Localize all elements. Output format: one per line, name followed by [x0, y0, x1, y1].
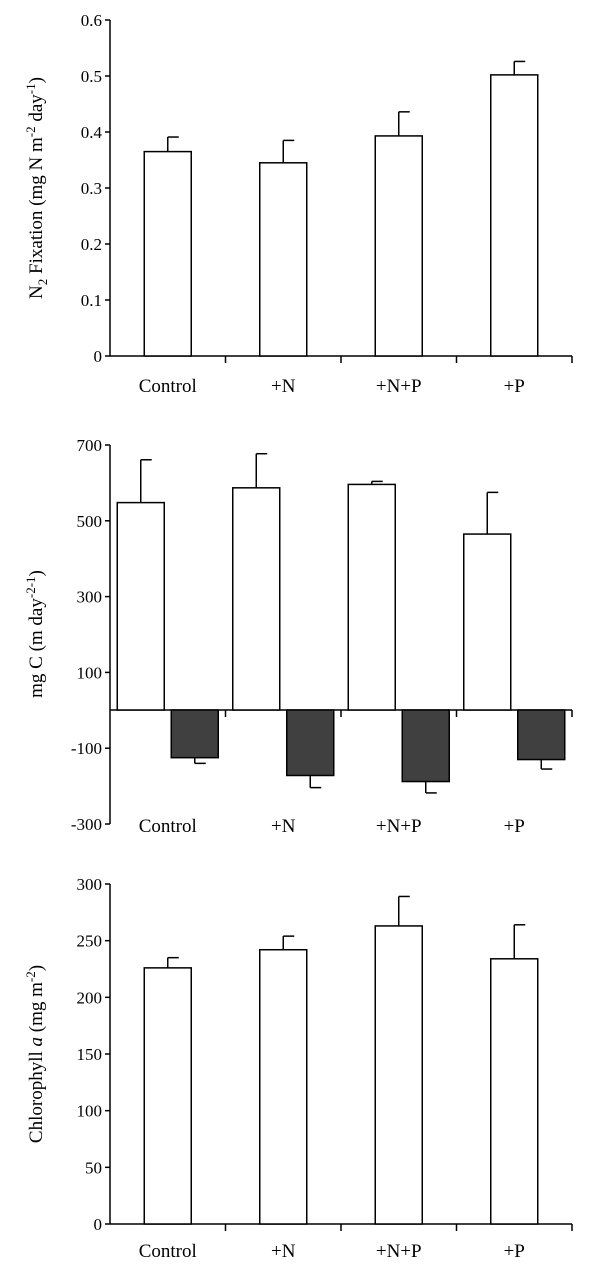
bar-Control-s2 [170, 709, 219, 759]
bar-+N-s2 [286, 709, 335, 777]
y-tick-label: 500 [77, 512, 103, 531]
y-axis-title-part: mg C (m [26, 630, 47, 698]
x-category-label: +N+P [376, 1241, 422, 1262]
y-axis-title-part: -2 [23, 971, 38, 982]
y-tick-label: 100 [77, 1102, 103, 1121]
y-axis-title-part: N [26, 285, 47, 299]
x-category-label: +N [271, 376, 296, 397]
y-tick-label: 50 [85, 1158, 102, 1177]
y-axis-title-part: ) [26, 570, 47, 576]
y-axis-title-part: day [26, 598, 47, 631]
x-category-label: +P [504, 816, 525, 837]
y-axis-title-part: Fixation (mg N m [26, 137, 47, 279]
y-axis-title-part: Chlorophyll [26, 1046, 47, 1143]
bar-+N+P-s1 [347, 483, 396, 711]
x-category-label: +N+P [376, 376, 422, 397]
bar-Control-s1 [143, 967, 192, 1225]
y-axis-title-part: ) [26, 77, 47, 83]
y-axis-title: mg C (m day-2-1) [23, 570, 47, 698]
y-tick-label: 250 [77, 932, 103, 951]
y-tick-label: 100 [77, 663, 103, 682]
y-tick-label: 700 [77, 436, 103, 455]
y-axis-title-part: a [26, 1037, 47, 1047]
x-category-label: Control [139, 376, 197, 397]
y-tick-label: 0.5 [81, 67, 102, 86]
y-axis-title-part: ) [26, 965, 47, 971]
bar-Control-s1 [116, 501, 165, 711]
y-axis-title: N2 Fixation (mg N m-2 day-1) [23, 77, 50, 299]
y-tick-label: 0.2 [81, 235, 102, 254]
y-axis-title: Chlorophyll a (mg m-2) [23, 965, 47, 1143]
bar-+P-s2 [517, 709, 566, 761]
y-tick-label: 0.1 [81, 291, 102, 310]
bar-+P-s1 [463, 533, 512, 711]
y-axis-title-part: day [26, 94, 47, 127]
x-category-label: Control [139, 816, 197, 837]
x-category-label: +N [271, 1241, 296, 1262]
y-axis-title-part: -1 [23, 83, 38, 94]
bar-+N+P-s1 [374, 925, 423, 1225]
y-tick-label: 0 [94, 347, 103, 366]
bar-+N-s1 [232, 487, 281, 711]
y-axis-title-part: (mg m [26, 982, 47, 1037]
y-tick-label: 0 [94, 1215, 103, 1234]
y-axis-title-part: -1 [23, 576, 38, 587]
y-tick-label: -100 [71, 739, 102, 758]
y-tick-label: 300 [77, 588, 103, 607]
bar-+N+P-s1 [374, 135, 423, 357]
x-category-label: +N [271, 816, 296, 837]
bar-+N+P-s2 [401, 709, 450, 783]
y-tick-label: 300 [77, 875, 103, 894]
bar-+N-s1 [259, 162, 308, 357]
bar-+P-s1 [490, 74, 539, 357]
y-tick-label: 0.6 [81, 11, 102, 30]
y-axis-title-part: -2 [23, 587, 38, 598]
y-tick-label: 150 [77, 1045, 103, 1064]
bar-+N-s1 [259, 948, 308, 1225]
x-category-label: +P [504, 376, 525, 397]
x-category-label: Control [139, 1241, 197, 1262]
y-axis-title-part: 2 [35, 279, 50, 286]
bar-+P-s1 [490, 958, 539, 1225]
bar-Control-s1 [143, 150, 192, 357]
y-tick-label: 0.4 [81, 123, 103, 142]
y-tick-label: 200 [77, 988, 103, 1007]
y-tick-label: -300 [71, 815, 102, 834]
y-axis-title-part: -2 [23, 126, 38, 137]
x-category-label: +P [504, 1241, 525, 1262]
x-category-label: +N+P [376, 816, 422, 837]
y-tick-label: 0.3 [81, 179, 102, 198]
